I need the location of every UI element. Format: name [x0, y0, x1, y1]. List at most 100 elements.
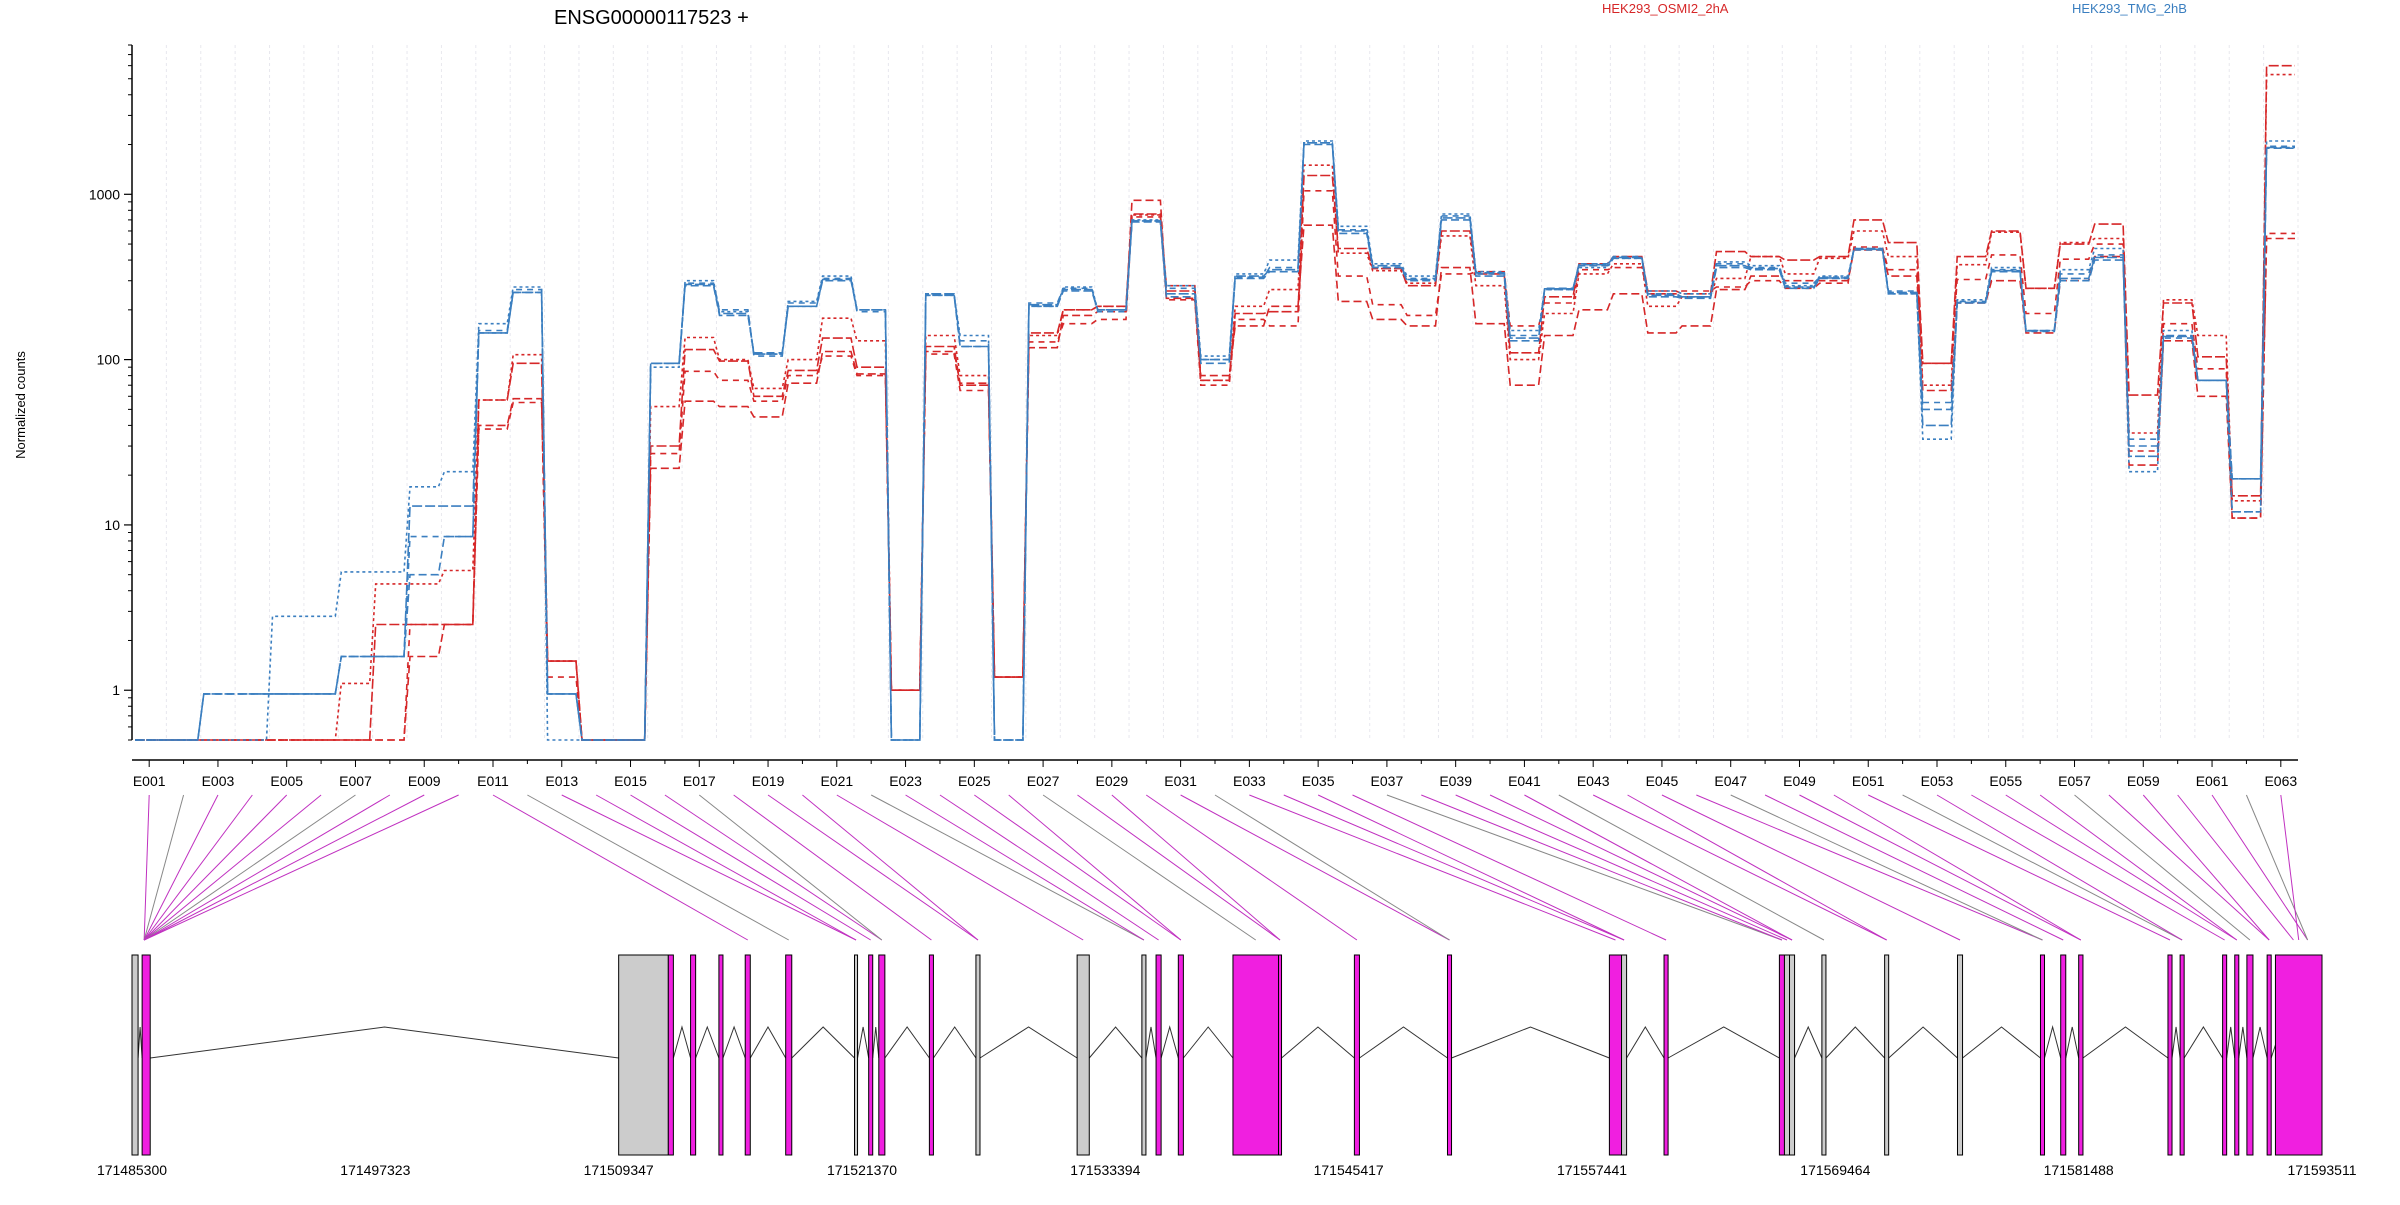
x-tick-label: E059: [2127, 773, 2160, 789]
x-tick-label: E015: [614, 773, 647, 789]
exon-significant: [744, 954, 751, 1156]
x-tick-label: E053: [1921, 773, 1954, 789]
intron-line: [2252, 1026, 2268, 1059]
x-tick-label: E045: [1646, 773, 1679, 789]
intron-line: [1794, 1025, 1823, 1059]
series-line-blue-5: [135, 142, 2295, 741]
exon-connector: [1936, 794, 2183, 941]
exon-counted: [131, 954, 139, 1156]
exon-connector: [2039, 794, 2238, 941]
intron-line: [1626, 1026, 1665, 1059]
legend-label-tmg: HEK293_TMG_2hB: [2072, 1, 2187, 16]
intron-line: [2065, 1026, 2080, 1059]
exon-connector: [630, 794, 871, 941]
exon-connector: [870, 794, 1145, 941]
exon-connector: [143, 794, 459, 941]
x-tick-label: E007: [339, 773, 372, 789]
intron-line: [1182, 1026, 1234, 1059]
exon-connector: [1489, 794, 1793, 941]
exon-significant: [667, 954, 674, 1156]
exon-connector: [527, 794, 789, 941]
exon-connector: [143, 794, 356, 941]
genomic-coordinate-label: 171569464: [1800, 1162, 1870, 1178]
intron-line: [137, 1026, 143, 1059]
exon-connector: [1764, 794, 2064, 941]
intron-line: [979, 1026, 1078, 1059]
exon-connector: [143, 794, 391, 941]
exon-significant: [690, 954, 697, 1156]
exon-connector: [143, 794, 425, 941]
exon-connector: [1627, 794, 1887, 941]
exon-significant: [1778, 954, 1785, 1156]
exon-connector: [143, 794, 150, 941]
exon-significant: [141, 954, 151, 1156]
y-tick-label: 10: [104, 517, 120, 533]
exon-significant: [2274, 954, 2323, 1156]
x-tick-label: E003: [202, 773, 235, 789]
gene-model: 171485300 171497323 171509347 171521370 1715…: [97, 954, 2357, 1178]
exon-significant: [1232, 954, 1279, 1156]
intron-line: [672, 1025, 692, 1059]
intron-line: [2082, 1026, 2169, 1059]
exon-counted: [1783, 954, 1791, 1156]
exon-connector: [2074, 794, 2251, 941]
exon-connector: [1592, 794, 1887, 941]
genomic-coordinate-label: 171533394: [1070, 1162, 1140, 1178]
exon-significant: [2234, 954, 2240, 1156]
intron-line: [722, 1025, 746, 1059]
exon-connector-lines: [143, 794, 2309, 941]
x-tick-label: E037: [1371, 773, 1404, 789]
exon-significant: [1177, 954, 1184, 1156]
exon-significant: [785, 954, 793, 1156]
x-tick-label: E039: [1439, 773, 1472, 789]
exon-significant: [2167, 954, 2173, 1156]
x-tick-label: E041: [1508, 773, 1541, 789]
genomic-coordinate-label: 171557441: [1557, 1162, 1627, 1178]
series-group: [135, 64, 2295, 741]
exon-connector: [2108, 794, 2270, 941]
exon-connector: [143, 794, 219, 941]
series-line-red-1: [135, 190, 2295, 741]
exon-connector: [1214, 794, 1450, 941]
exon-significant: [718, 954, 724, 1156]
exon-connector: [1421, 794, 1783, 941]
exon-significant: [1608, 954, 1623, 1156]
exon-connector: [143, 794, 288, 941]
series-line-blue-6: [135, 140, 2295, 741]
y-tick-label: 1: [112, 682, 120, 698]
intron-line: [1088, 1026, 1143, 1059]
x-tick-label: E033: [1233, 773, 1266, 789]
exon-connector: [698, 794, 883, 941]
x-tick-label: E013: [545, 773, 578, 789]
exon-connector: [1317, 794, 1625, 941]
intron-line: [933, 1026, 977, 1059]
exon-connector: [143, 794, 253, 941]
exon-counted: [1789, 954, 1796, 1156]
x-tick-label: E063: [2264, 773, 2297, 789]
x-tick-label: E027: [1027, 773, 1060, 789]
intron-line: [1160, 1025, 1179, 1059]
exon-connector: [561, 794, 857, 941]
exon-connector: [1833, 794, 2082, 941]
intron-line: [1888, 1026, 1958, 1059]
intron-line: [791, 1026, 855, 1059]
axes-group: 1 10 100 1000 E001 E003 E005 E007 E009 E011 E013 E0…: [89, 44, 2298, 789]
intron-line: [884, 1026, 930, 1059]
intron-line: [1359, 1026, 1448, 1059]
exon-significant: [1155, 954, 1162, 1156]
exon-connector: [1455, 794, 1788, 941]
exon-counted: [975, 954, 981, 1156]
exon-connector: [143, 794, 322, 941]
exon-connector: [664, 794, 883, 941]
x-tick-label: E021: [820, 773, 853, 789]
exon-counted: [1884, 954, 1890, 1156]
x-tick-label: E035: [1302, 773, 1335, 789]
exon-connector: [802, 794, 979, 941]
intron-line: [2183, 1026, 2224, 1059]
x-tick-label: E019: [752, 773, 785, 789]
exon-significant: [2222, 954, 2228, 1156]
x-tick-label: E001: [133, 773, 166, 789]
intron-line: [1962, 1026, 2041, 1059]
exon-significant: [1446, 954, 1453, 1156]
